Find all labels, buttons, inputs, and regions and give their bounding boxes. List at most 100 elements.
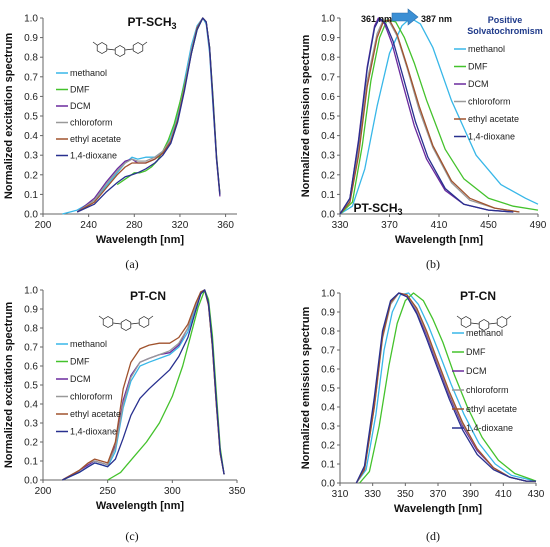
series-line-ethyl-acetate: [62, 289, 225, 481]
chart-title-main: PT-SCH: [127, 15, 171, 29]
legend-label: methanol: [468, 44, 505, 54]
series-line-dcm: [76, 17, 221, 213]
y-tick-label: 0.2: [24, 170, 38, 181]
molecule-structure: [456, 315, 512, 331]
y-tick-label: 0.8: [24, 53, 38, 64]
series-line-methanol: [62, 289, 225, 481]
y-tick-label: 0.2: [321, 170, 335, 181]
bond: [148, 315, 154, 320]
bond: [506, 315, 512, 320]
x-tick-label: 360: [217, 220, 234, 231]
y-tick-label: 0.0: [24, 476, 38, 487]
x-tick-label: 410: [431, 220, 448, 231]
y-tick-label: 0.9: [24, 33, 38, 44]
y-tick-label: 0.4: [24, 400, 38, 411]
y-tick-label: 0.1: [321, 460, 335, 471]
x-tick-label: 300: [164, 486, 181, 497]
legend-label: ethyl acetate: [466, 404, 517, 414]
y-tick-label: 0.5: [24, 112, 38, 123]
legend-label: methanol: [466, 328, 503, 338]
x-tick-label: 320: [172, 220, 189, 231]
x-tick-label: 200: [35, 220, 52, 231]
y-tick-label: 0.8: [321, 53, 335, 64]
legend: methanol DMF DCM chloroform ethyl acetate 1,4…: [454, 44, 519, 142]
legend: methanol DMF DCM chloroform ethyl acetate 1,4…: [56, 68, 121, 161]
peak-annotation-left: 361 nm: [361, 14, 392, 24]
bond: [130, 322, 140, 325]
legend-label: 1,4-dioxane: [70, 427, 117, 437]
chart-title-main: PT-SCH: [353, 201, 397, 215]
x-tick-label: 350: [229, 486, 246, 497]
chart-title-main: PT-CN: [460, 289, 496, 303]
y-tick-label: 0.1: [24, 190, 38, 201]
y-tick-label: 0.7: [321, 346, 335, 357]
series-line-1-4-dioxane: [339, 17, 514, 215]
y-tick-label: 0.9: [24, 305, 38, 316]
x-tick-label: 250: [99, 486, 116, 497]
y-tick-label: 0.6: [321, 92, 335, 103]
y-tick-label: 0.8: [24, 324, 38, 335]
chart-title: PT-SCH3: [127, 15, 176, 31]
y-tick-label: 0.4: [321, 131, 335, 142]
x-axis-label: Wavelength [nm]: [96, 500, 185, 512]
ring: [96, 42, 108, 54]
x-tick-label: 240: [80, 220, 97, 231]
y-tick-label: 0.6: [321, 365, 335, 376]
x-tick-label: 330: [364, 489, 381, 500]
y-tick-label: 0.0: [321, 210, 335, 221]
series-line-ethyl-acetate: [355, 292, 536, 484]
chart-panel-c: 0.0 0.1 0.2 0.3 0.4 0.5 0.6 0.7 0.8 0.9 1.0 200 250 3…: [3, 286, 246, 544]
bond: [112, 322, 122, 325]
x-tick-label: 430: [528, 489, 545, 500]
chart-title-main: PT-CN: [130, 289, 166, 303]
legend-label: ethyl acetate: [70, 134, 121, 144]
bond: [456, 315, 462, 320]
x-tick-label: 330: [332, 220, 349, 231]
ring: [138, 316, 150, 328]
series-line-dmf: [359, 292, 537, 484]
molecule-structure: [98, 315, 154, 331]
x-tick-label: 370: [381, 220, 398, 231]
x-tick-label: 390: [462, 489, 479, 500]
legend-label: DCM: [466, 366, 487, 376]
y-tick-label: 0.5: [321, 384, 335, 395]
ring: [120, 319, 132, 331]
legend-label: chloroform: [468, 97, 511, 107]
bond: [142, 41, 148, 46]
series-line-ethyl-acetate: [339, 19, 520, 215]
legend-label: chloroform: [466, 385, 509, 395]
series-line-1-4-dioxane: [355, 292, 536, 484]
y-tick-label: 0.3: [321, 151, 335, 162]
x-tick-label: 280: [126, 220, 143, 231]
x-axis-label: Wavelength [nm]: [395, 234, 484, 246]
y-tick-label: 0.9: [321, 308, 335, 319]
legend-label: DMF: [70, 357, 90, 367]
chart-panel-d: 0.0 0.1 0.2 0.3 0.4 0.5 0.6 0.7 0.8 0.9 1.0 310 330 3…: [300, 289, 545, 544]
x-tick-label: 490: [530, 220, 547, 231]
y-tick-label: 0.4: [24, 131, 38, 142]
y-tick-label: 0.6: [24, 92, 38, 103]
chart-title: PT-CN: [460, 289, 496, 303]
peak-annotation-right: 387 nm: [421, 14, 452, 24]
chart-title-subscript: 3: [172, 21, 177, 31]
x-tick-label: 370: [430, 489, 447, 500]
series-line-chloroform: [76, 17, 221, 213]
y-axis-label: Normalized excitation spectrum: [3, 302, 15, 468]
series-line-dcm: [355, 292, 536, 484]
panel-caption: (c): [125, 529, 138, 543]
x-tick-label: 200: [35, 486, 52, 497]
y-tick-label: 0.5: [321, 112, 335, 123]
y-axis-label: Normalized emission spectrum: [300, 306, 312, 469]
legend-label: 1,4-dioxane: [466, 423, 513, 433]
series-line-dmf: [116, 17, 221, 195]
y-tick-label: 0.1: [24, 457, 38, 468]
x-tick-label: 310: [332, 489, 349, 500]
bond: [488, 322, 498, 325]
y-tick-label: 0.2: [321, 441, 335, 452]
y-tick-label: 0.4: [321, 403, 335, 414]
y-tick-label: 1.0: [321, 14, 335, 25]
series-line-methanol: [355, 292, 537, 484]
legend-label: chloroform: [70, 118, 113, 128]
chart-panel-b: 0.0 0.1 0.2 0.3 0.4 0.5 0.6 0.7 0.8 0.9 1.0 330 370 4…: [300, 8, 547, 271]
y-tick-label: 0.3: [24, 419, 38, 430]
